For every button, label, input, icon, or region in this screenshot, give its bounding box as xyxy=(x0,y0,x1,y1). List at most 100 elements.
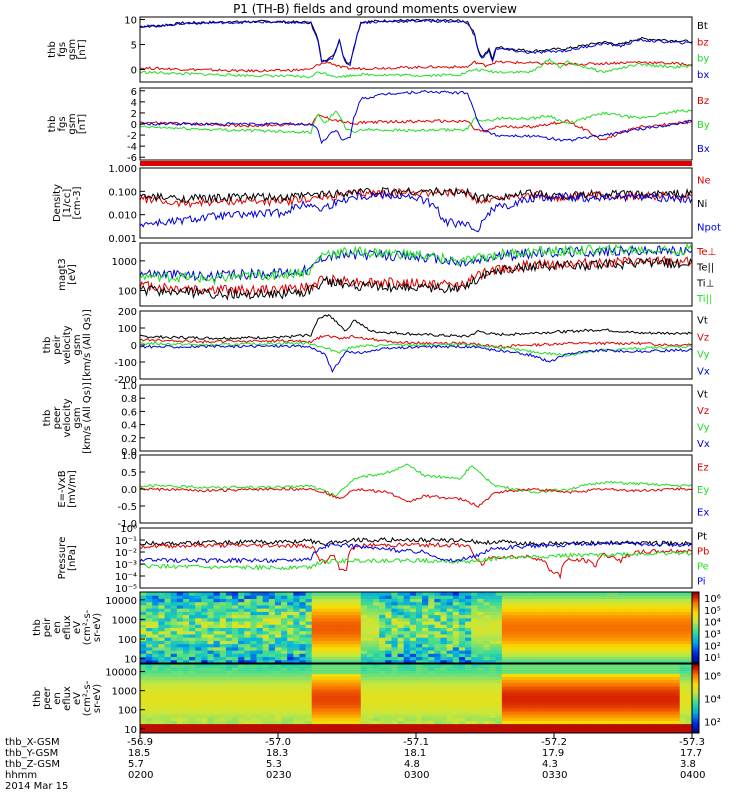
spectrogram-cell xyxy=(158,643,166,648)
spectrogram-cell xyxy=(446,717,454,721)
legend-entry: by xyxy=(697,54,709,65)
spectrogram-cell xyxy=(373,673,380,678)
spectrogram-cell xyxy=(636,726,644,731)
spectrogram-cell xyxy=(360,630,368,635)
spectrogram-cell xyxy=(483,707,491,712)
spectrogram-cell xyxy=(514,682,521,687)
spectrogram-cell xyxy=(550,614,558,619)
spectrogram-cell xyxy=(471,630,478,635)
spectrogram-cell xyxy=(379,714,386,718)
spectrogram-cell xyxy=(575,653,583,658)
spectrogram-cell xyxy=(219,695,227,699)
spectrogram-cell xyxy=(661,604,668,609)
spectrogram-cell xyxy=(373,621,380,625)
spectrogram-cell xyxy=(305,637,313,641)
spectrogram-cell xyxy=(679,682,687,687)
spectrogram-cell xyxy=(667,707,675,712)
spectrogram-cell xyxy=(281,664,288,668)
spectrogram-cell xyxy=(495,592,503,596)
spectrogram-cell xyxy=(293,692,300,696)
spectrogram-cell xyxy=(232,685,239,690)
colorbar-cell xyxy=(692,724,699,727)
spectrogram-cell xyxy=(514,679,521,684)
spectrogram-cell xyxy=(244,611,251,616)
spectrogram-cell xyxy=(213,711,221,715)
spectrogram-cell xyxy=(238,726,245,731)
spectrogram-cell xyxy=(146,667,153,671)
spectrogram-cell xyxy=(612,656,619,661)
spectrogram-cell xyxy=(501,640,509,645)
spectrogram-cell xyxy=(373,633,380,638)
spectrogram-cell xyxy=(213,685,221,690)
spectrogram-cell xyxy=(575,595,583,599)
spectrogram-cell xyxy=(201,682,208,687)
spectrogram-cell xyxy=(238,667,245,671)
spectrogram-cell xyxy=(164,701,172,706)
spectrogram-cell xyxy=(514,714,521,718)
spectrogram-cell xyxy=(195,729,202,734)
spectrogram-cell xyxy=(281,723,288,728)
spectrogram-cell xyxy=(268,667,276,671)
spectrogram-cell xyxy=(630,729,638,734)
spectrogram-cell xyxy=(495,601,503,606)
series-fgs_mag_zoom-by xyxy=(139,109,693,135)
spectrogram-cell xyxy=(311,604,319,609)
spectrogram-cell xyxy=(636,621,644,625)
legend-entry: bz xyxy=(697,37,709,48)
spectrogram-cell xyxy=(213,604,221,609)
spectrogram-cell xyxy=(526,689,534,693)
spectrogram-cell xyxy=(514,659,521,664)
spectrogram-cell xyxy=(465,640,472,645)
spectrogram-cell xyxy=(661,676,668,681)
spectrogram-cell xyxy=(195,650,202,654)
spectrogram-cell xyxy=(225,637,233,641)
spectrogram-cell xyxy=(238,698,245,703)
spectrogram-cell xyxy=(342,659,350,664)
spectrogram-cell xyxy=(336,656,343,661)
spectrogram-cell xyxy=(348,676,356,681)
spectrogram-cell xyxy=(250,604,258,609)
spectrogram-cell xyxy=(287,614,294,619)
spectrogram-cell xyxy=(281,704,288,709)
spectrogram-cell xyxy=(667,637,675,641)
spectrogram-cell xyxy=(655,723,662,728)
spectrogram-cell xyxy=(477,692,484,696)
spectrogram-cell xyxy=(569,676,576,681)
colorbar-cell xyxy=(692,719,699,722)
spectrogram-cell xyxy=(348,714,356,718)
spectrogram-cell xyxy=(391,604,399,609)
spectrogram-cell xyxy=(508,646,515,651)
colorbar-cell xyxy=(692,634,699,637)
spectrogram-cell xyxy=(685,630,693,635)
spectrogram-cell xyxy=(581,720,589,725)
spectrogram-cell xyxy=(311,704,319,709)
spectrogram-cell xyxy=(550,656,558,661)
spectrogram-cell xyxy=(182,650,190,654)
spectrogram-cell xyxy=(268,726,276,731)
spectrogram-cell xyxy=(299,653,307,658)
spectrogram-cell xyxy=(557,595,564,599)
spectrogram-cell xyxy=(354,592,362,596)
spectrogram-cell xyxy=(373,643,380,648)
spectrogram-cell xyxy=(514,685,521,690)
spectrogram-cell xyxy=(563,595,570,599)
spectrogram-cell xyxy=(391,685,399,690)
spectrogram-cell xyxy=(593,604,601,609)
spectrogram-cell xyxy=(428,604,435,609)
spectrogram-cell xyxy=(458,633,466,638)
spectrogram-cell xyxy=(685,650,693,654)
spectrogram-cell xyxy=(170,714,178,718)
spectrogram-cell xyxy=(373,701,380,706)
spectrogram-cell xyxy=(587,656,595,661)
spectrogram-cell xyxy=(538,704,546,709)
spectrogram-cell xyxy=(195,682,202,687)
spectrogram-cell xyxy=(385,601,392,606)
spectrogram-cell xyxy=(274,682,282,687)
spectrogram-cell xyxy=(189,717,196,721)
spectrogram-cell xyxy=(569,646,576,651)
spectrogram-cell xyxy=(471,676,478,681)
spectrogram-cell xyxy=(207,692,215,696)
spectrogram-cell xyxy=(581,656,589,661)
spectrogram-cell xyxy=(232,633,239,638)
spectrogram-cell xyxy=(606,598,613,603)
